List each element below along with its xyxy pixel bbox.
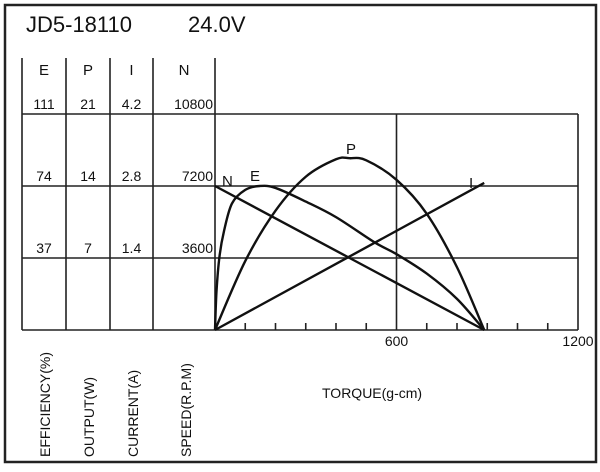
- curve-N: [214, 184, 485, 332]
- curve-E: [213, 184, 486, 331]
- axis-header-I: I: [129, 62, 133, 79]
- y-tick-label-I: 1.4: [122, 240, 142, 256]
- axis-label-I: CURRENT(A): [125, 370, 141, 457]
- curve-P: [213, 156, 486, 331]
- y-tick-label-E: 111: [33, 96, 54, 112]
- curve-label-P: P: [346, 141, 356, 158]
- y-tick-label-N: 3600: [182, 240, 213, 256]
- axis-label-E: EFFICIENCY(%): [37, 352, 53, 457]
- axis-labels: E 37 74 111 EFFICIENCY(%) P 7 14 21 OUTPUT(W) I 1.4…: [33, 62, 593, 457]
- chart-title: JD5-18110: [26, 12, 132, 37]
- curve-label-I: I: [469, 175, 473, 192]
- y-tick-label-I: 4.2: [122, 96, 142, 112]
- axis-header-P: P: [83, 62, 93, 79]
- y-tick-label-E: 37: [36, 240, 52, 256]
- voltage-label: 24.0V: [188, 12, 246, 37]
- curve-I: [214, 181, 485, 332]
- y-tick-label-N: 10800: [174, 96, 213, 112]
- x-tick-label: 1200: [562, 333, 593, 349]
- axis-header-N: N: [179, 62, 190, 79]
- curve-label-N: N: [222, 173, 233, 190]
- x-axis-label: TORQUE(g-cm): [322, 385, 422, 401]
- chart-frame: [21, 58, 579, 331]
- x-tick-label: 600: [385, 333, 409, 349]
- axis-header-E: E: [39, 62, 49, 79]
- y-tick-label-E: 74: [36, 168, 52, 184]
- y-tick-label-I: 2.8: [122, 168, 142, 184]
- y-tick-label-P: 21: [80, 96, 96, 112]
- curves: [213, 156, 486, 332]
- axis-label-P: OUTPUT(W): [81, 377, 97, 457]
- curve-label-E: E: [250, 168, 260, 185]
- axis-label-N: SPEED(R.P.M): [178, 363, 194, 457]
- y-tick-label-P: 7: [84, 240, 92, 256]
- y-tick-label-N: 7200: [182, 168, 213, 184]
- y-tick-label-P: 14: [80, 168, 96, 184]
- outer-border: [3, 3, 598, 464]
